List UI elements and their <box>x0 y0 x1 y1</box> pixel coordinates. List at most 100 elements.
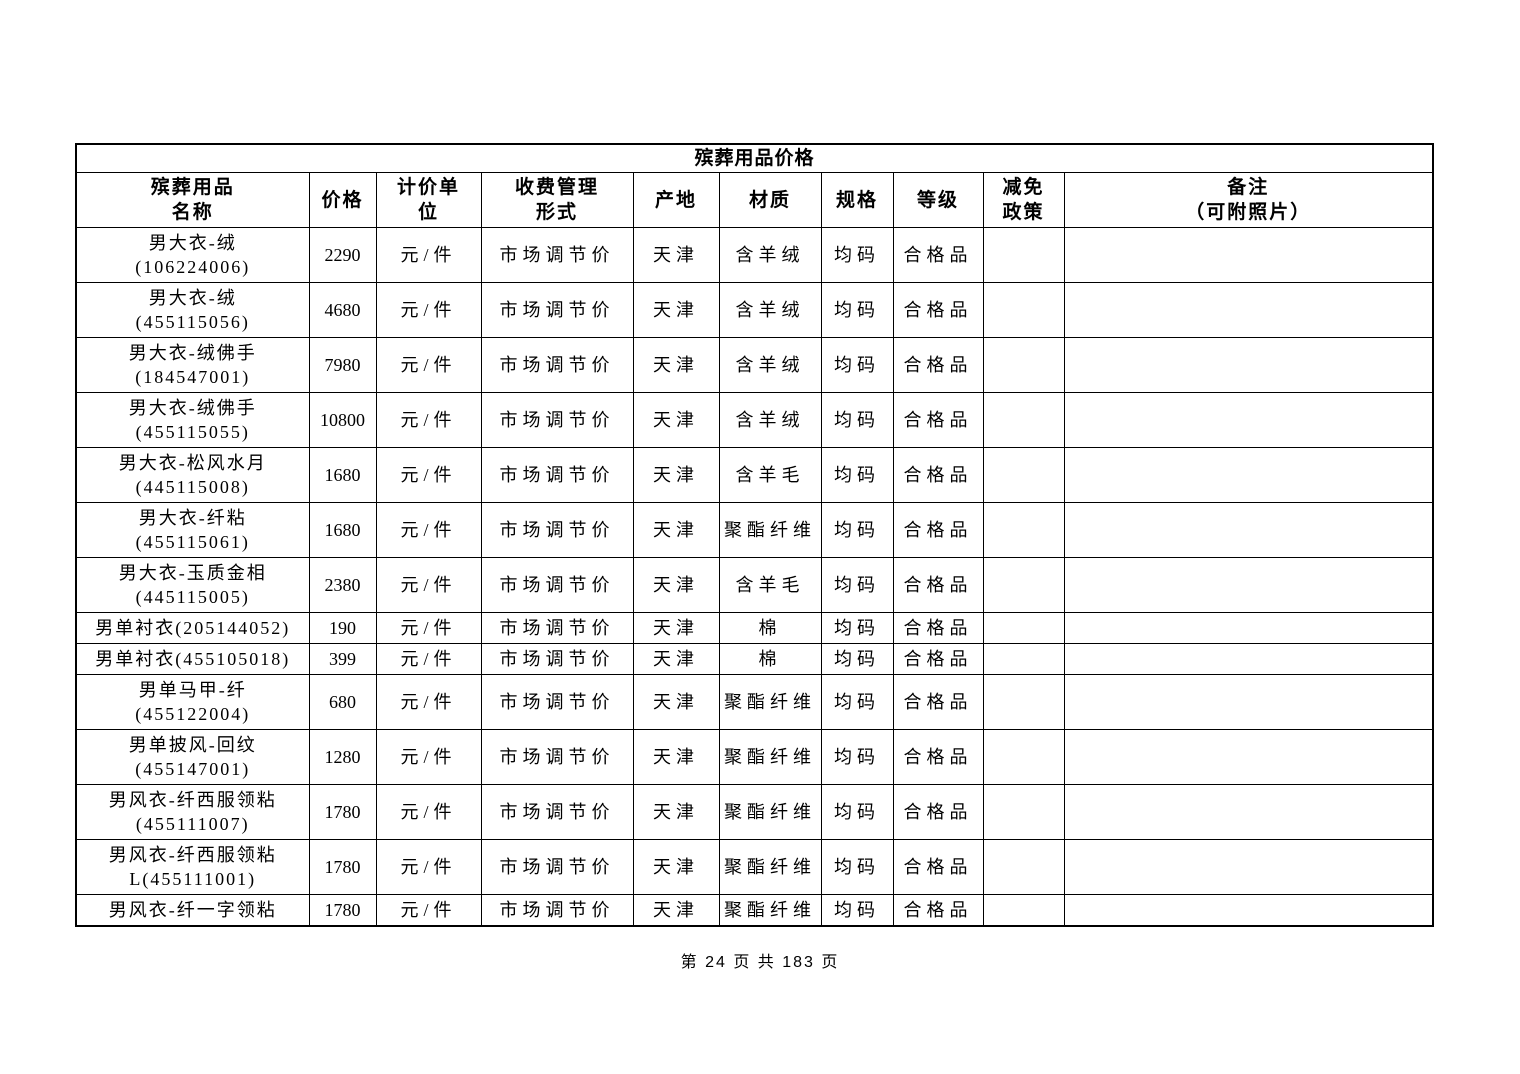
cell-product-name: 男风衣-纤西服领粘 (455111007) <box>75 784 310 840</box>
cell-reduction-policy <box>982 674 1065 730</box>
cell-price: 399 <box>308 643 377 675</box>
cell-reduction-policy <box>982 784 1065 840</box>
cell-unit: 元/件 <box>375 282 482 338</box>
cell-reduction-policy <box>982 894 1065 927</box>
cell-price: 190 <box>308 612 377 644</box>
table-title-row: 殡葬用品价格 <box>75 143 1434 173</box>
cell-product-name: 男风衣-纤西服领粘 L(455111001) <box>75 839 310 895</box>
col-header-remark: 备注 （可附照片） <box>1063 172 1434 228</box>
cell-spec: 均码 <box>820 729 894 785</box>
cell-origin: 天津 <box>632 392 720 448</box>
cell-origin: 天津 <box>632 643 720 675</box>
cell-origin: 天津 <box>632 502 720 558</box>
cell-remark <box>1063 392 1434 448</box>
cell-remark <box>1063 643 1434 675</box>
cell-spec: 均码 <box>820 894 894 927</box>
cell-grade: 合格品 <box>892 337 984 393</box>
cell-reduction-policy <box>982 502 1065 558</box>
cell-material: 聚酯纤维 <box>718 674 822 730</box>
cell-unit: 元/件 <box>375 337 482 393</box>
cell-price: 2290 <box>308 227 377 283</box>
cell-material: 聚酯纤维 <box>718 784 822 840</box>
cell-remark <box>1063 784 1434 840</box>
cell-reduction-policy <box>982 447 1065 503</box>
cell-product-name: 男大衣-纤粘 (455115061) <box>75 502 310 558</box>
table-row: 男大衣-纤粘 (455115061) 1680 元/件 市场调节价 天津 聚酯纤… <box>75 502 1434 558</box>
cell-grade: 合格品 <box>892 894 984 927</box>
table-row: 男单衬衣(455105018) 399 元/件 市场调节价 天津 棉 均码 合格… <box>75 643 1434 675</box>
cell-fee-management: 市场调节价 <box>480 557 634 613</box>
cell-remark <box>1063 282 1434 338</box>
cell-unit: 元/件 <box>375 612 482 644</box>
cell-product-name: 男大衣-松风水月 (445115008) <box>75 447 310 503</box>
col-header-origin: 产地 <box>632 172 720 228</box>
cell-remark <box>1063 227 1434 283</box>
table-row: 男风衣-纤西服领粘 L(455111001) 1780 元/件 市场调节价 天津… <box>75 839 1434 895</box>
cell-price: 680 <box>308 674 377 730</box>
table-row: 男大衣-松风水月 (445115008) 1680 元/件 市场调节价 天津 含… <box>75 447 1434 503</box>
cell-price: 1280 <box>308 729 377 785</box>
cell-origin: 天津 <box>632 674 720 730</box>
cell-unit: 元/件 <box>375 839 482 895</box>
cell-fee-management: 市场调节价 <box>480 282 634 338</box>
cell-origin: 天津 <box>632 227 720 283</box>
cell-price: 2380 <box>308 557 377 613</box>
cell-product-name: 男大衣-绒 (106224006) <box>75 227 310 283</box>
cell-reduction-policy <box>982 227 1065 283</box>
cell-spec: 均码 <box>820 282 894 338</box>
cell-spec: 均码 <box>820 447 894 503</box>
table-row: 男大衣-玉质金相 (445115005) 2380 元/件 市场调节价 天津 含… <box>75 557 1434 613</box>
cell-material: 含羊绒 <box>718 337 822 393</box>
cell-remark <box>1063 674 1434 730</box>
cell-fee-management: 市场调节价 <box>480 502 634 558</box>
cell-product-name: 男大衣-绒佛手 (455115055) <box>75 392 310 448</box>
cell-fee-management: 市场调节价 <box>480 729 634 785</box>
cell-material: 含羊绒 <box>718 392 822 448</box>
col-header-grade: 等级 <box>892 172 984 228</box>
table-row: 男风衣-纤一字领粘 1780 元/件 市场调节价 天津 聚酯纤维 均码 合格品 <box>75 894 1434 927</box>
cell-price: 1680 <box>308 502 377 558</box>
cell-grade: 合格品 <box>892 557 984 613</box>
cell-unit: 元/件 <box>375 729 482 785</box>
cell-price: 10800 <box>308 392 377 448</box>
cell-fee-management: 市场调节价 <box>480 894 634 927</box>
cell-grade: 合格品 <box>892 502 984 558</box>
cell-fee-management: 市场调节价 <box>480 784 634 840</box>
cell-price: 7980 <box>308 337 377 393</box>
table-row: 男单马甲-纤 (455122004) 680 元/件 市场调节价 天津 聚酯纤维… <box>75 674 1434 730</box>
table-row: 男单披风-回纹 (455147001) 1280 元/件 市场调节价 天津 聚酯… <box>75 729 1434 785</box>
cell-unit: 元/件 <box>375 674 482 730</box>
cell-product-name: 男大衣-绒佛手 (184547001) <box>75 337 310 393</box>
table-title: 殡葬用品价格 <box>75 143 1434 173</box>
table-header-row: 殡葬用品 名称 价格 计价单 位 收费管理 形式 产地 材质 规格 等级 减免 … <box>75 172 1434 228</box>
cell-fee-management: 市场调节价 <box>480 839 634 895</box>
cell-grade: 合格品 <box>892 392 984 448</box>
cell-remark <box>1063 557 1434 613</box>
cell-material: 含羊毛 <box>718 447 822 503</box>
col-header-price: 价格 <box>308 172 377 228</box>
cell-material: 含羊毛 <box>718 557 822 613</box>
cell-origin: 天津 <box>632 894 720 927</box>
cell-reduction-policy <box>982 839 1065 895</box>
cell-fee-management: 市场调节价 <box>480 674 634 730</box>
cell-material: 棉 <box>718 643 822 675</box>
cell-fee-management: 市场调节价 <box>480 227 634 283</box>
cell-grade: 合格品 <box>892 839 984 895</box>
cell-product-name: 男单衬衣(205144052) <box>75 612 310 644</box>
cell-grade: 合格品 <box>892 784 984 840</box>
cell-product-name: 男单衬衣(455105018) <box>75 643 310 675</box>
cell-remark <box>1063 337 1434 393</box>
cell-material: 聚酯纤维 <box>718 839 822 895</box>
cell-price: 1680 <box>308 447 377 503</box>
cell-spec: 均码 <box>820 502 894 558</box>
cell-reduction-policy <box>982 282 1065 338</box>
cell-fee-management: 市场调节价 <box>480 643 634 675</box>
cell-remark <box>1063 447 1434 503</box>
col-header-material: 材质 <box>718 172 822 228</box>
cell-fee-management: 市场调节价 <box>480 337 634 393</box>
cell-price: 4680 <box>308 282 377 338</box>
cell-material: 含羊绒 <box>718 227 822 283</box>
cell-spec: 均码 <box>820 557 894 613</box>
cell-reduction-policy <box>982 337 1065 393</box>
cell-remark <box>1063 502 1434 558</box>
